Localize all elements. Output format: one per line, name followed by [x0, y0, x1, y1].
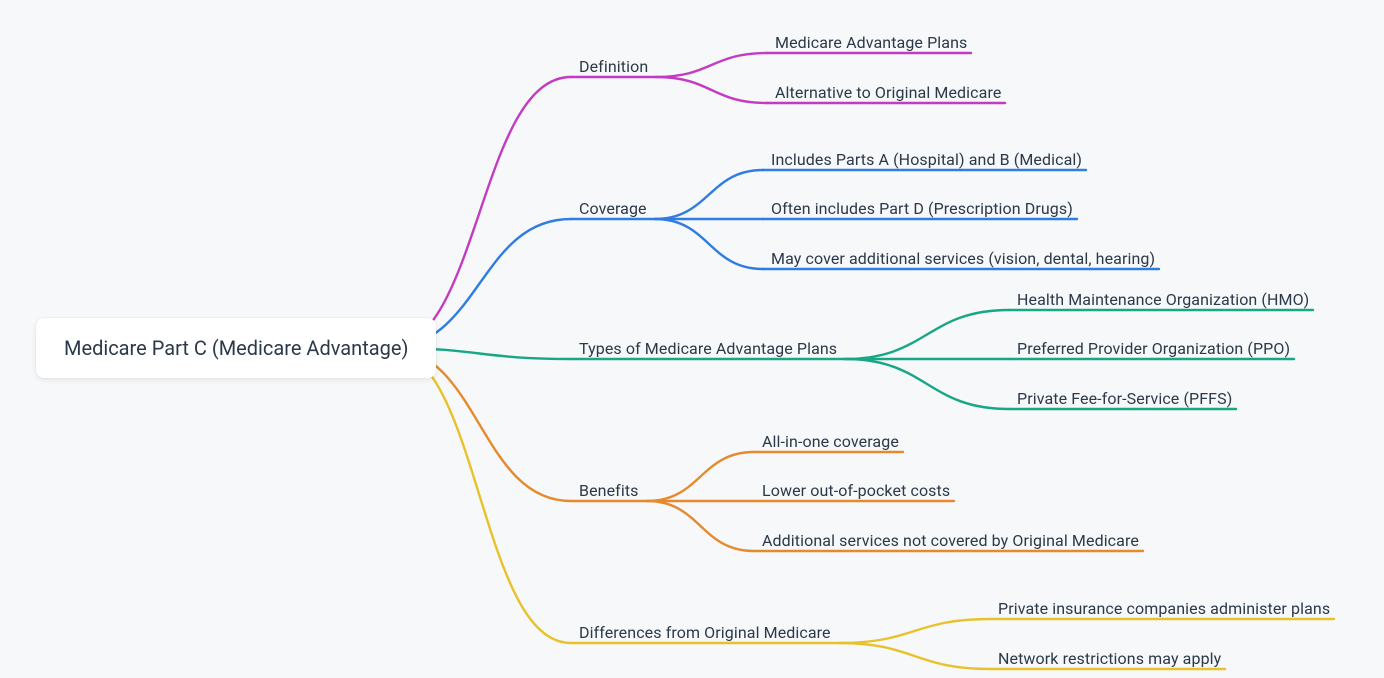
leaf-coverage-1: Often includes Part D (Prescription Drug…: [771, 199, 1073, 218]
leaf-types-2: Private Fee-for-Service (PFFS): [1017, 389, 1232, 408]
leaf-differences-0: Private insurance companies administer p…: [998, 599, 1330, 618]
leaf-types-1: Preferred Provider Organization (PPO): [1017, 339, 1290, 358]
branch-benefits: Benefits: [579, 481, 639, 500]
branch-differences: Differences from Original Medicare: [579, 623, 831, 642]
leaf-coverage-2: May cover additional services (vision, d…: [771, 249, 1155, 268]
root-label: Medicare Part C (Medicare Advantage): [64, 336, 408, 360]
mindmap-canvas: Medicare Part C (Medicare Advantage) Def…: [0, 0, 1384, 678]
leaf-definition-0: Medicare Advantage Plans: [775, 33, 967, 52]
leaf-benefits-0: All-in-one coverage: [762, 432, 899, 451]
branch-types: Types of Medicare Advantage Plans: [579, 339, 837, 358]
leaf-types-0: Health Maintenance Organization (HMO): [1017, 290, 1309, 309]
leaf-definition-1: Alternative to Original Medicare: [775, 83, 1001, 102]
branch-definition: Definition: [579, 57, 648, 76]
leaf-benefits-1: Lower out-of-pocket costs: [762, 481, 950, 500]
branch-coverage: Coverage: [579, 199, 647, 218]
root-node: Medicare Part C (Medicare Advantage): [36, 318, 436, 378]
leaf-benefits-2: Additional services not covered by Origi…: [762, 531, 1139, 550]
leaf-differences-1: Network restrictions may apply: [998, 649, 1221, 668]
leaf-coverage-0: Includes Parts A (Hospital) and B (Medic…: [771, 150, 1082, 169]
